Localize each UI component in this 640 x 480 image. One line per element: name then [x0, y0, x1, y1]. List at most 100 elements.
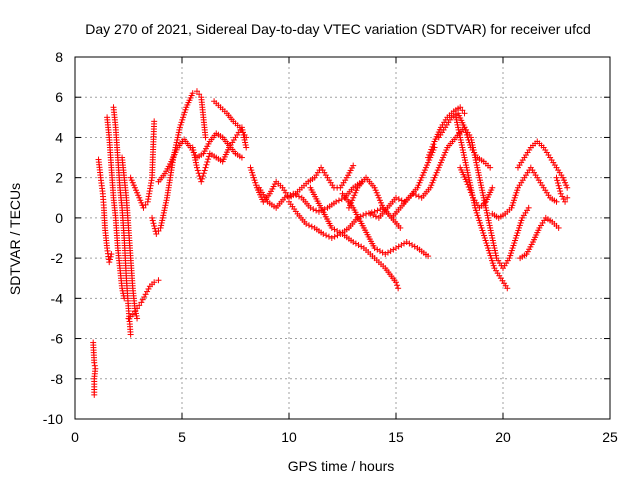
data-point	[160, 212, 167, 219]
data-point	[488, 255, 495, 262]
data-point	[511, 240, 518, 247]
data-point	[431, 174, 438, 181]
data-point	[190, 149, 197, 156]
data-point	[395, 196, 402, 203]
grid-lines	[75, 57, 610, 419]
data-point	[512, 235, 519, 241]
data-point	[144, 288, 151, 295]
data-point	[249, 169, 256, 176]
data-point	[485, 214, 492, 221]
data-point	[243, 144, 250, 151]
data-point	[355, 242, 362, 249]
data-point	[513, 189, 520, 196]
series-track-15	[307, 184, 402, 292]
data-point	[508, 250, 515, 257]
data-point	[253, 182, 260, 189]
data-point	[483, 240, 490, 247]
data-point	[252, 179, 259, 186]
data-point	[482, 202, 489, 209]
data-point	[333, 198, 340, 205]
data-point	[454, 121, 461, 128]
data-point	[474, 167, 481, 174]
data-point	[145, 285, 152, 292]
data-point	[303, 220, 310, 227]
x-tick-label: 0	[71, 429, 79, 445]
data-point	[412, 192, 419, 199]
data-point	[458, 141, 465, 148]
data-point	[199, 175, 206, 182]
data-point	[127, 331, 134, 338]
data-point	[202, 134, 209, 141]
data-point	[106, 259, 113, 266]
data-point	[142, 201, 149, 208]
data-point	[129, 179, 136, 186]
data-point	[193, 88, 200, 95]
data-point	[463, 164, 470, 171]
data-point	[375, 194, 382, 201]
data-point	[442, 149, 449, 156]
data-point	[512, 237, 519, 244]
data-point	[513, 232, 520, 239]
data-point	[510, 197, 517, 204]
data-point	[307, 204, 314, 211]
data-point	[440, 154, 447, 161]
data-point	[477, 179, 484, 186]
data-point	[370, 212, 377, 219]
data-point	[463, 162, 470, 169]
data-point	[177, 121, 184, 128]
data-point	[490, 240, 497, 247]
data-point	[416, 179, 423, 186]
data-point	[468, 139, 475, 146]
data-point	[456, 129, 463, 136]
data-point	[463, 178, 470, 185]
series-track-19	[425, 104, 468, 161]
data-point	[458, 139, 465, 146]
data-point	[490, 242, 497, 249]
data-point	[371, 208, 378, 215]
data-point	[346, 202, 353, 209]
data-point	[467, 134, 474, 141]
data-point	[149, 217, 156, 224]
data-point	[415, 182, 422, 189]
data-point	[320, 230, 327, 237]
data-point	[161, 207, 168, 214]
data-point	[462, 159, 469, 166]
series-track-18	[367, 124, 468, 221]
data-point	[378, 199, 385, 206]
data-point	[504, 285, 511, 292]
data-point	[459, 147, 466, 154]
series-track-03	[104, 114, 128, 302]
data-point	[464, 181, 471, 188]
data-point	[468, 136, 475, 143]
data-point	[134, 189, 141, 196]
data-point	[108, 251, 115, 258]
data-point	[192, 159, 199, 166]
data-point	[480, 194, 487, 201]
data-point	[456, 131, 463, 138]
data-point	[411, 243, 418, 250]
data-point	[360, 212, 367, 219]
data-point	[196, 91, 203, 98]
y-tick-label: -2	[51, 250, 64, 266]
y-tick-label: -6	[51, 331, 64, 347]
data-point	[514, 187, 521, 194]
data-point	[155, 227, 162, 234]
data-point	[415, 193, 422, 200]
data-point	[335, 197, 342, 204]
data-point	[489, 257, 496, 264]
data-point	[373, 213, 380, 220]
data-point	[486, 222, 493, 229]
data-point	[173, 139, 180, 146]
data-point	[390, 246, 397, 253]
y-tick-label: 6	[55, 89, 63, 105]
data-point	[192, 157, 199, 164]
series-track-07	[127, 118, 158, 211]
data-point	[358, 243, 365, 250]
data-point	[281, 194, 288, 201]
data-point	[426, 157, 433, 164]
data-point	[471, 152, 478, 159]
data-point	[421, 167, 428, 174]
series-track-05	[119, 154, 141, 322]
data-point	[159, 217, 166, 224]
